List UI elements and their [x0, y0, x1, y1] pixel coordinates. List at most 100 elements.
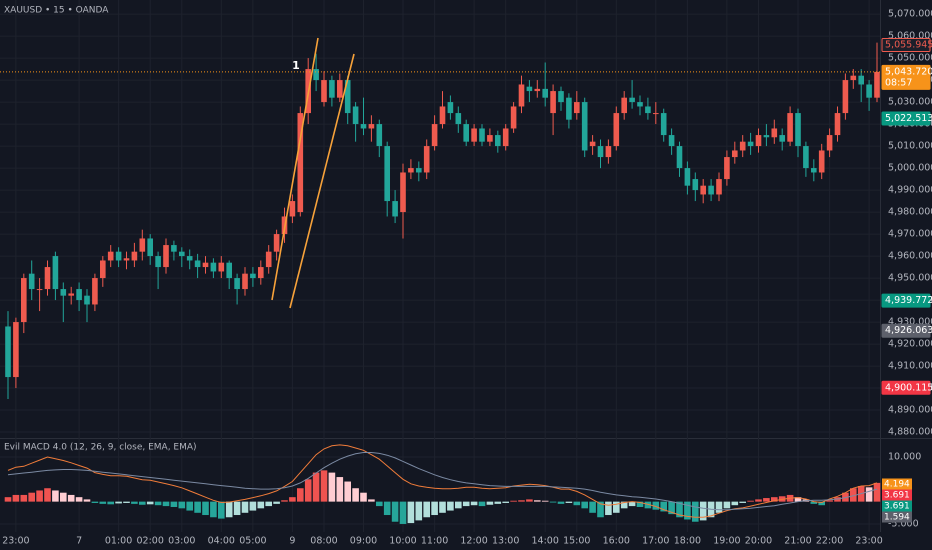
candle-body [692, 179, 699, 191]
histogram-bar [75, 497, 83, 502]
y-tick-label: 5,000.000 [888, 163, 932, 174]
candle-body [218, 262, 225, 272]
candle-body [629, 97, 635, 103]
candle-body [52, 256, 59, 290]
histogram-bar [541, 500, 549, 502]
x-tick-label: 21:00 [784, 536, 811, 547]
candle-body [202, 262, 209, 268]
candle-body [739, 141, 746, 151]
value-tag [882, 478, 912, 490]
histogram-bar [107, 501, 114, 505]
candle-body [826, 135, 833, 151]
x-tick-label: 14:00 [532, 536, 559, 547]
candle-body [811, 168, 817, 173]
candle-body [550, 91, 556, 114]
price-tag-label: 4,900.115 [885, 382, 932, 393]
histogram-bar [28, 492, 35, 502]
histogram-bar [794, 497, 802, 502]
histogram-bar [565, 501, 573, 503]
histogram-bar [60, 492, 67, 502]
candle-body [186, 256, 193, 261]
histogram-bar [83, 499, 91, 502]
candle-body [131, 251, 138, 261]
value-tag [882, 500, 912, 512]
candle-body [210, 262, 217, 272]
candle-body [834, 113, 841, 136]
x-tick-label: 7 [76, 536, 82, 547]
candle-body [645, 106, 651, 114]
histogram-bar [415, 501, 423, 521]
candle-body [613, 113, 620, 147]
histogram-bar [810, 501, 818, 504]
candle-body [36, 289, 43, 291]
candle-body [621, 97, 627, 114]
candle-body [376, 124, 383, 147]
annotation: 1 [292, 59, 300, 72]
histogram-bar [36, 490, 43, 502]
y-tick-label: -5.000 [888, 518, 919, 529]
candle-body [755, 135, 762, 147]
candle-body [60, 289, 67, 296]
candle-body [787, 113, 793, 142]
histogram-bar [605, 501, 612, 516]
histogram-bar [462, 501, 470, 507]
x-tick-label: 23:00 [855, 536, 882, 547]
candle-body [724, 157, 730, 180]
histogram-bar [652, 501, 660, 510]
histogram-bar [589, 501, 596, 513]
candle-body [100, 260, 106, 279]
x-tick-label: 10:00 [389, 536, 416, 547]
x-tick-label: 22:00 [816, 536, 843, 547]
y-tick-label: 4,880.000 [888, 427, 932, 438]
x-tick-label: 23:00 [2, 536, 29, 547]
histogram-bar [873, 482, 881, 502]
candle-body [716, 179, 722, 195]
y-tick-label: 4,930.000 [888, 317, 932, 328]
y-tick-label: 5,010.000 [888, 141, 932, 152]
x-tick-label: 15:00 [563, 536, 590, 547]
x-tick-label: 9 [289, 536, 295, 547]
histogram-bar [312, 472, 320, 502]
price-tag [881, 64, 931, 90]
histogram-bar [20, 494, 28, 502]
histogram-bar [202, 501, 209, 516]
candle-body [107, 251, 114, 261]
candle-body [534, 88, 541, 92]
y-tick-label: 4,920.000 [888, 339, 932, 350]
candle-body [542, 88, 548, 98]
candle-body [28, 273, 35, 290]
candle-body [589, 141, 596, 147]
histogram-bar [154, 501, 162, 506]
candle-body [234, 278, 240, 290]
candle-body [771, 128, 778, 138]
histogram-bar [391, 501, 399, 522]
trend-line [271, 37, 319, 301]
histogram-bar [597, 501, 604, 518]
histogram-bar [383, 501, 391, 516]
histogram-bar [644, 501, 652, 509]
histogram-bar [336, 477, 344, 502]
histogram-bar [178, 501, 186, 509]
candle-body [431, 124, 438, 147]
histogram-bar [423, 501, 430, 518]
price-tag [881, 293, 931, 308]
candle-body [416, 168, 422, 173]
candle-body [123, 258, 130, 261]
y-tick-label: 5,070.000 [888, 9, 932, 20]
histogram-bar [233, 501, 241, 516]
candle-body [139, 238, 146, 252]
candle-body [408, 168, 414, 173]
candle-body [708, 185, 714, 195]
histogram-bar [344, 481, 351, 502]
value-tag-label: 3.691 [884, 491, 910, 501]
histogram-bar [739, 501, 746, 503]
histogram-bar [763, 498, 770, 502]
histogram-bar [731, 501, 739, 506]
candle-body [818, 150, 825, 173]
candle-body [155, 256, 161, 268]
histogram-bar [676, 501, 683, 518]
candle-body [392, 201, 398, 217]
candle-body [874, 71, 880, 98]
histogram-bar [431, 501, 438, 516]
histogram-bar [613, 501, 620, 513]
